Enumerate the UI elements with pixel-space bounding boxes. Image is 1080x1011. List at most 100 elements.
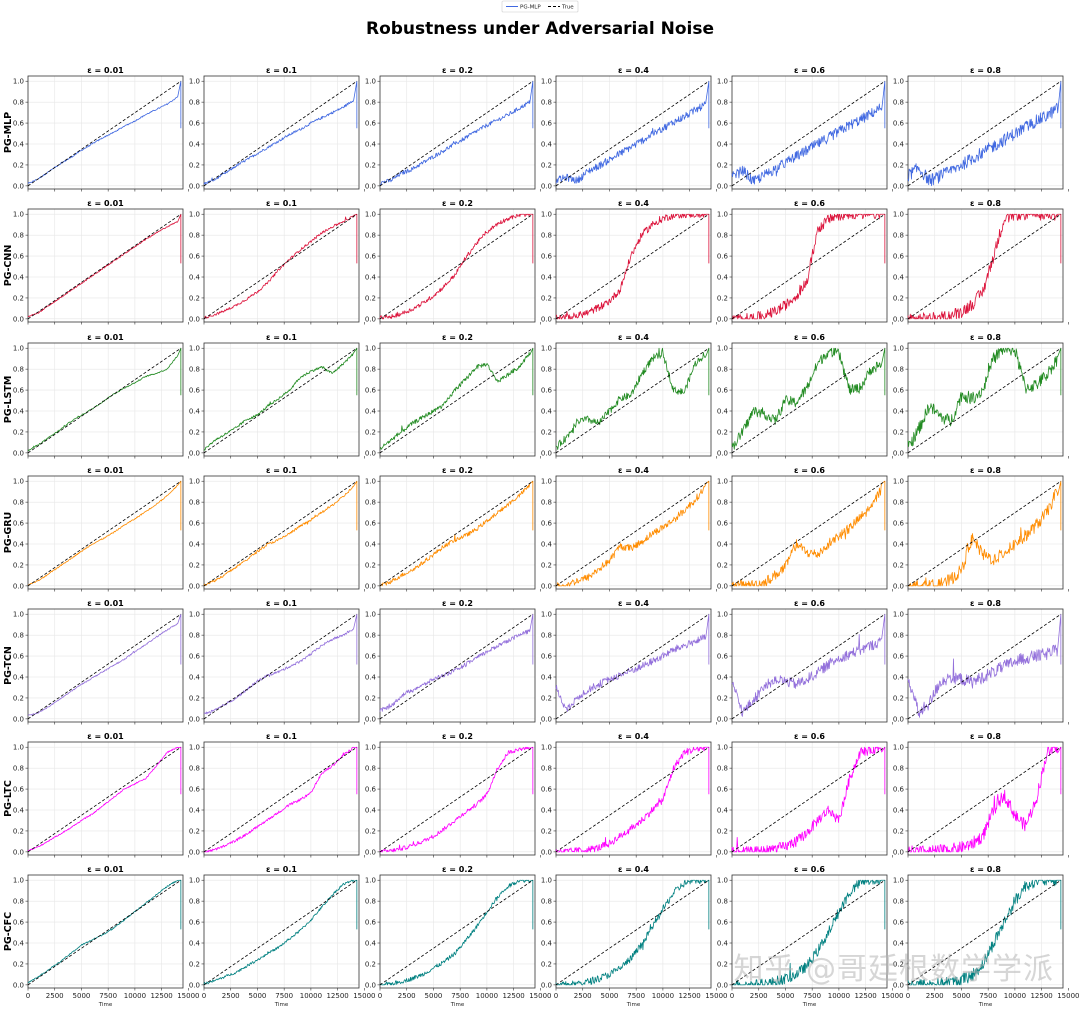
panels-grid: ε = 0.01 0.0 0.2 0.4 0.6 0.8 1.0 PG-MLP ε = 0.1 0… [3, 66, 1079, 1008]
subplot-title: ε = 0.6 [794, 599, 825, 608]
y-tick-label: 0.2 [541, 561, 552, 569]
y-tick-label: 0.4 [541, 674, 553, 682]
y-tick-label: 1.0 [189, 478, 200, 486]
legend-label-pg-mlp: PG-MLP [520, 5, 541, 11]
panel-pg-ltc-1: ε = 0.1 0.0 0.2 0.4 0.6 0.8 1.0 [189, 732, 365, 858]
subplot-title: ε = 0.8 [970, 732, 1001, 741]
y-tick-label: 0.0 [365, 715, 376, 723]
legend-label-true: True [561, 5, 574, 11]
x-tick-label: 2500 [574, 992, 592, 1000]
y-tick-label: 0.2 [717, 960, 728, 968]
y-tick-label: 0.6 [717, 919, 729, 927]
series-line-pg-cfc [203, 879, 358, 985]
y-tick-label: 0.0 [365, 981, 376, 989]
panel-pg-lstm-2: ε = 0.2 0.0 0.2 0.4 0.6 0.8 1.0 [365, 333, 541, 459]
subplot-title: ε = 0.6 [794, 466, 825, 475]
true-line [555, 746, 710, 853]
y-tick-label: 0.4 [13, 807, 25, 815]
y-tick-label: 0.2 [13, 561, 24, 569]
axes-frame [27, 342, 184, 457]
y-tick-label: 0.0 [13, 848, 24, 856]
y-tick-label: 0.4 [717, 674, 729, 682]
true-line [907, 80, 1062, 187]
y-tick-label: 0.2 [13, 694, 24, 702]
x-tick-label: 5000 [601, 992, 619, 1000]
series-line-pg-cnn [555, 213, 710, 320]
y-tick-label: 0.6 [717, 786, 729, 794]
y-tick-label: 0.2 [541, 161, 552, 169]
y-tick-label: 0.6 [365, 786, 377, 794]
x-tick-label: 10000 [1004, 992, 1026, 1000]
series-line-pg-cnn [379, 213, 534, 320]
true-line [555, 879, 710, 986]
y-tick-label: 0.8 [541, 765, 552, 773]
y-tick-label: 0.8 [893, 632, 904, 640]
y-tick-label: 0.4 [717, 141, 729, 149]
y-tick-label: 0.2 [365, 694, 376, 702]
y-tick-label: 1.0 [365, 744, 376, 752]
true-line [379, 347, 534, 454]
y-tick-label: 0.4 [365, 141, 377, 149]
subplot-title: ε = 0.4 [618, 199, 649, 208]
series-line-pg-mlp [907, 80, 1062, 187]
y-tick-label: 0.8 [365, 366, 376, 374]
axes-frame [27, 874, 184, 989]
series-line-pg-cnn [203, 213, 358, 320]
y-tick-label: 0.2 [893, 161, 904, 169]
x-tick-label: 0 [906, 992, 910, 1000]
y-tick-label: 0.2 [365, 561, 376, 569]
y-tick-label: 1.0 [13, 478, 24, 486]
true-line [907, 879, 1062, 986]
y-tick-label: 0.4 [365, 541, 377, 549]
subplot-title: ε = 0.01 [87, 732, 124, 741]
subplot-title: ε = 0.6 [794, 199, 825, 208]
y-tick-label: 0.4 [189, 541, 201, 549]
y-tick-label: 1.0 [189, 877, 200, 885]
subplot-title: ε = 0.01 [87, 66, 124, 75]
true-line [555, 80, 710, 187]
panel-pg-gru-2: ε = 0.2 0.0 0.2 0.4 0.6 0.8 1.0 [365, 466, 541, 592]
axes-frame [907, 475, 1064, 590]
y-tick-label: 0.8 [189, 366, 200, 374]
y-tick-label: 0.8 [541, 232, 552, 240]
y-tick-label: 0.4 [365, 408, 377, 416]
y-tick-label: 0.4 [541, 141, 553, 149]
x-tick-label: 10000 [476, 992, 498, 1000]
x-tick-label: 7500 [627, 992, 645, 1000]
axes-frame [379, 874, 536, 989]
x-tick-label: 7500 [979, 992, 997, 1000]
x-tick-label: 2500 [46, 992, 64, 1000]
panel-pg-tcn-5: ε = 0.8 0.0 0.2 0.4 0.6 0.8 1.0 [893, 599, 1069, 725]
axes-frame [379, 741, 536, 856]
y-tick-label: 0.4 [13, 674, 25, 682]
panel-pg-ltc-5: ε = 0.8 0.0 0.2 0.4 0.6 0.8 1.0 [893, 732, 1069, 858]
x-tick-label: 7500 [99, 992, 117, 1000]
y-tick-label: 1.0 [13, 611, 24, 619]
y-tick-label: 0.2 [541, 827, 552, 835]
panel-pg-lstm-1: ε = 0.1 0.0 0.2 0.4 0.6 0.8 1.0 [189, 333, 365, 459]
true-line [379, 213, 534, 320]
y-tick-label: 0.4 [13, 408, 25, 416]
y-tick-label: 0.4 [717, 408, 729, 416]
x-axis-label: Time [626, 1002, 641, 1008]
y-tick-label: 0.8 [189, 765, 200, 773]
y-tick-label: 0.8 [13, 366, 24, 374]
series-line-pg-mlp [379, 80, 534, 186]
series-line-pg-gru [907, 480, 1062, 587]
true-line [379, 480, 534, 587]
x-tick-label: 0 [202, 992, 206, 1000]
y-tick-label: 1.0 [541, 78, 552, 86]
true-line [907, 347, 1062, 454]
y-tick-label: 0.2 [13, 827, 24, 835]
y-tick-label: 0.8 [365, 765, 376, 773]
y-tick-label: 0.2 [13, 161, 24, 169]
x-tick-label: 12500 [502, 992, 524, 1000]
true-line [203, 80, 358, 187]
y-tick-label: 0.8 [365, 898, 376, 906]
axes-frame [203, 608, 360, 723]
y-tick-label: 0.8 [541, 632, 552, 640]
y-tick-label: 1.0 [893, 611, 904, 619]
panel-pg-cnn-0: ε = 0.01 0.0 0.2 0.4 0.6 0.8 1.0 PG-CNN [3, 199, 189, 325]
y-tick-label: 0.6 [13, 520, 25, 528]
y-tick-label: 0.0 [13, 582, 24, 590]
